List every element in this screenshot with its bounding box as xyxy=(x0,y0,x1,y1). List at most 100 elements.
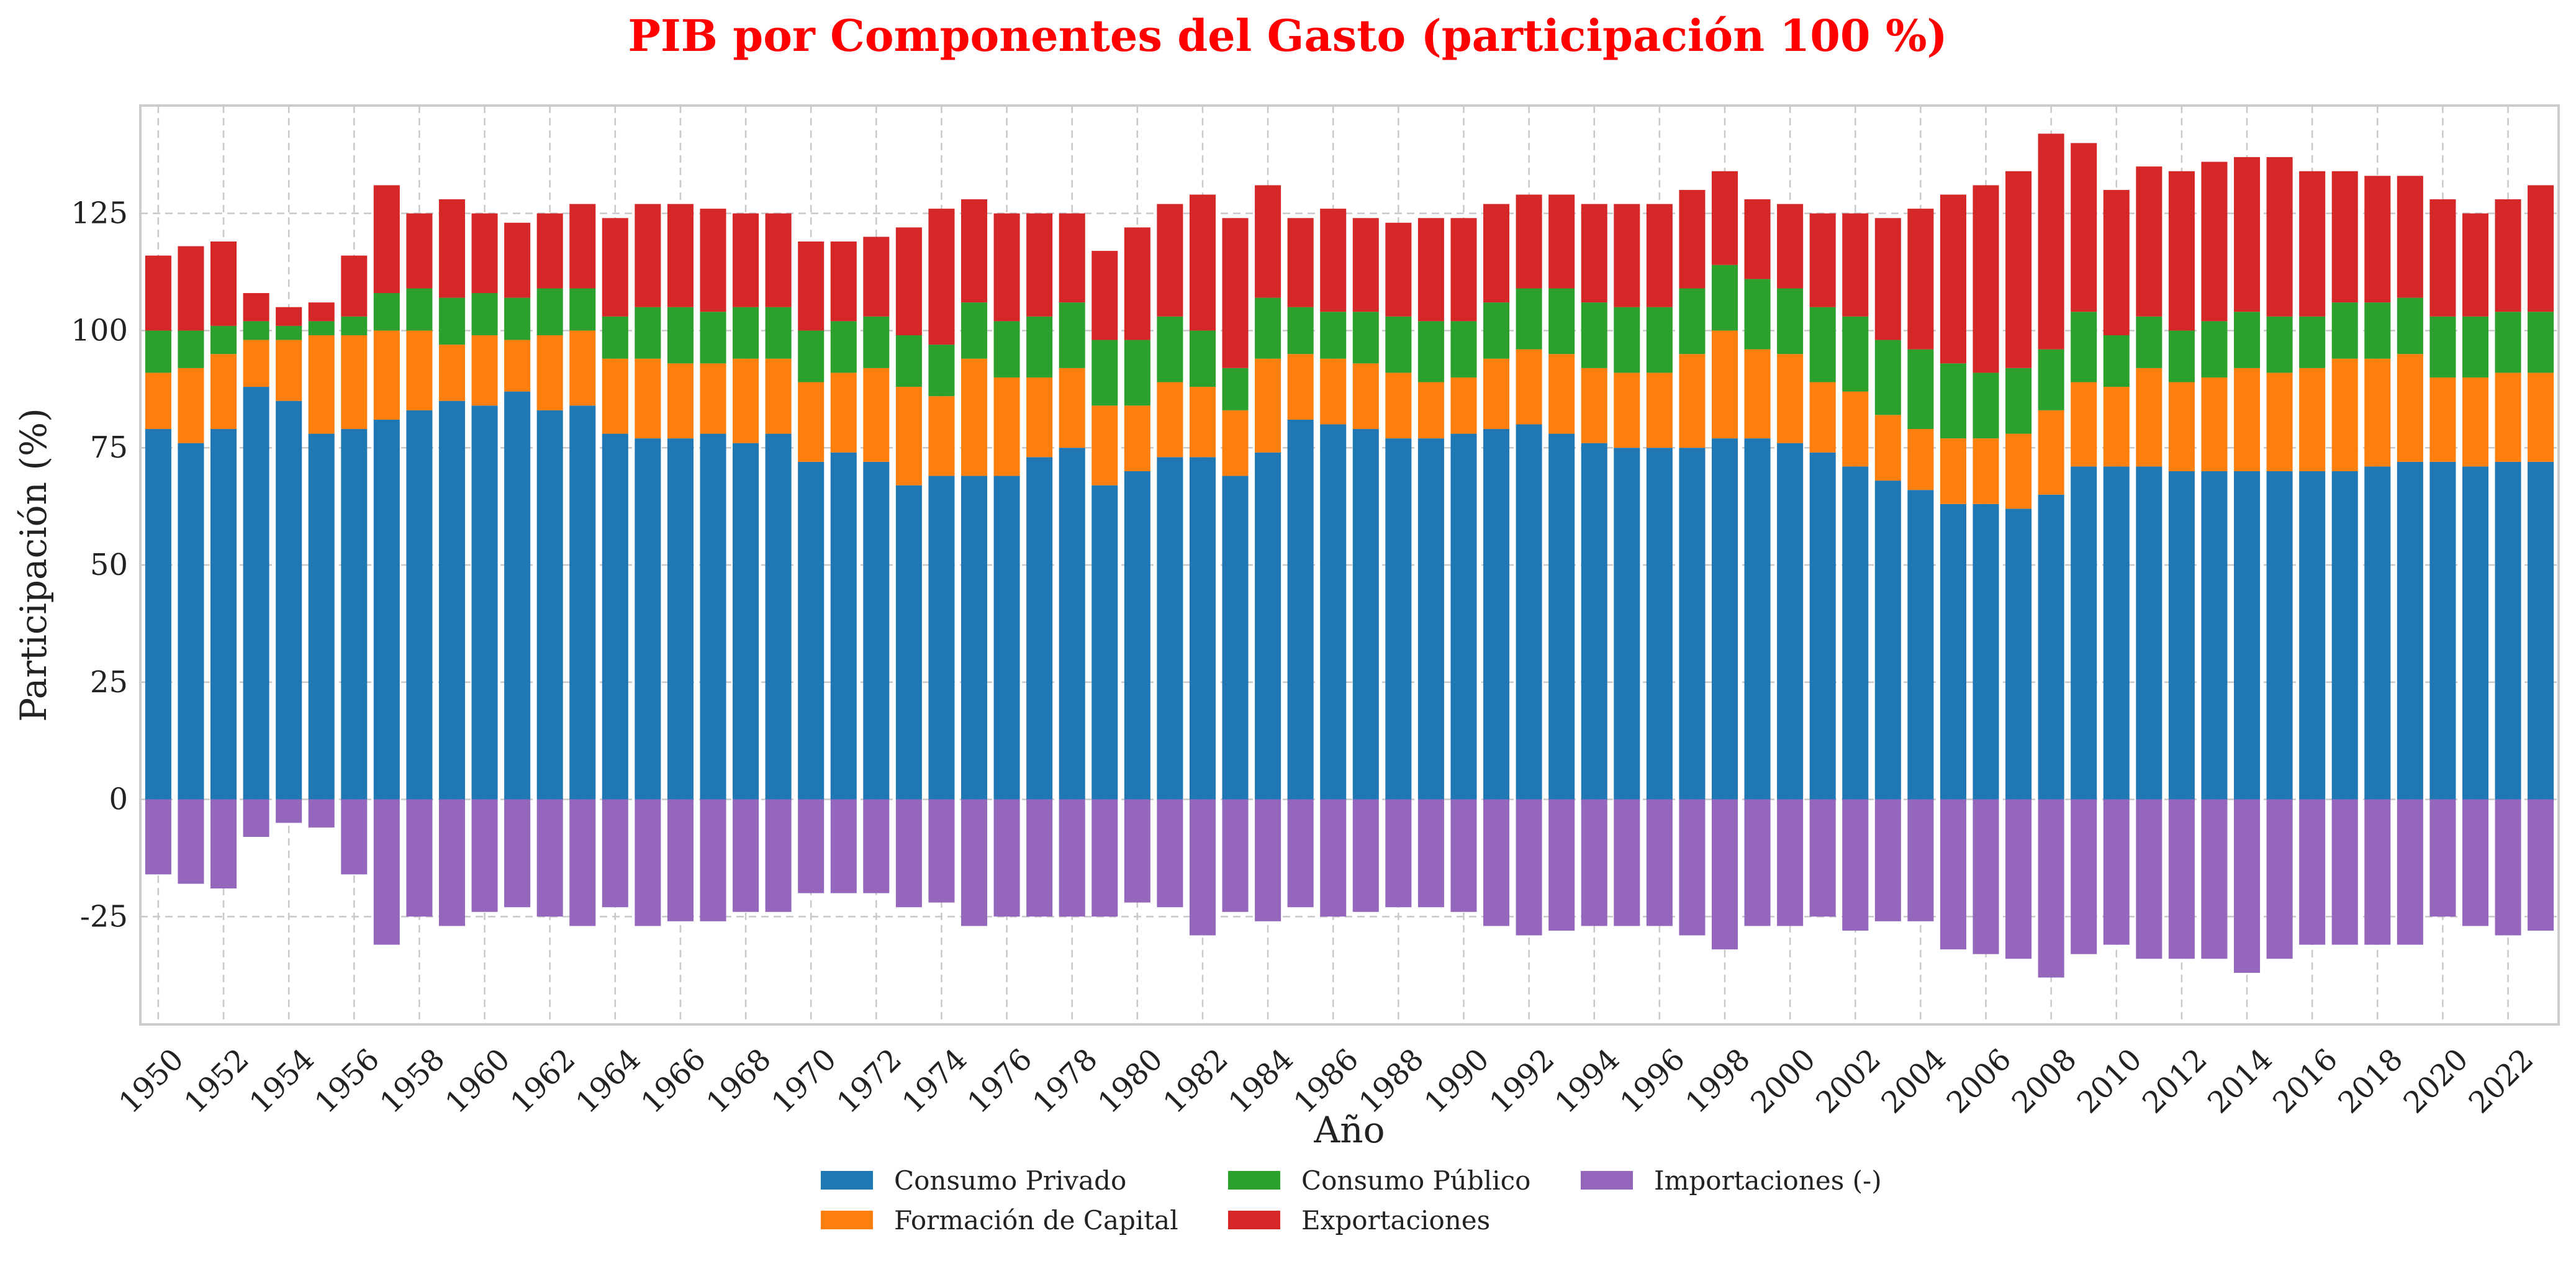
bar-segment xyxy=(700,209,726,312)
bar-segment xyxy=(1744,438,1771,800)
bar-segment xyxy=(700,799,726,921)
bar-segment xyxy=(1124,227,1150,340)
bar-segment xyxy=(2429,199,2456,317)
bar-segment xyxy=(1711,264,1738,331)
bar-segment xyxy=(569,405,596,800)
bar-segment xyxy=(1711,438,1738,800)
bar-segment xyxy=(1124,405,1150,471)
bar-segment xyxy=(1907,799,1934,921)
bar-segment xyxy=(2429,377,2456,462)
plot-frame xyxy=(139,104,2560,1026)
bar-segment xyxy=(1059,799,1085,917)
x-tick-label: 1960 xyxy=(439,1042,517,1120)
bar-segment xyxy=(1809,452,1836,800)
bar-segment xyxy=(145,799,171,875)
bar-segment xyxy=(700,433,726,800)
x-tick-label: 2000 xyxy=(1744,1042,1822,1120)
bar-segment xyxy=(960,476,988,800)
bar-segment xyxy=(2136,799,2162,959)
bar-segment xyxy=(798,241,825,331)
bar-segment xyxy=(1516,288,1542,350)
legend-label: Consumo Privado xyxy=(894,1165,1126,1196)
bar-segment xyxy=(2528,461,2554,800)
bar-segment xyxy=(1614,799,1640,926)
bar-segment xyxy=(1777,354,1804,443)
bar-segment xyxy=(1352,429,1379,800)
bar-segment xyxy=(145,255,171,331)
bar-segment xyxy=(765,307,792,359)
bar-segment xyxy=(798,330,825,382)
bar-segment xyxy=(2528,373,2554,462)
bar-segment xyxy=(1777,204,1804,289)
x-tick-label: 2014 xyxy=(2201,1042,2279,1120)
bar-segment xyxy=(993,476,1020,800)
bar-segment xyxy=(1352,312,1379,364)
bar-segment xyxy=(1614,448,1640,800)
bar-segment xyxy=(2136,368,2162,467)
bar-segment xyxy=(700,312,726,364)
bar-segment xyxy=(1189,799,1216,936)
bar-segment xyxy=(2299,471,2326,800)
bar-segment xyxy=(928,799,955,903)
bar-segment xyxy=(471,293,498,335)
bar-segment xyxy=(1222,368,1249,410)
bar-segment xyxy=(1157,799,1183,908)
bar-segment xyxy=(1483,429,1510,800)
bar-segment xyxy=(536,213,563,289)
bar-segment xyxy=(1385,373,1412,439)
bar-segment xyxy=(1973,373,1999,439)
bar-segment xyxy=(2495,461,2521,800)
legend-label: Consumo Público xyxy=(1301,1165,1530,1196)
bar-segment xyxy=(1483,358,1510,430)
bar-segment xyxy=(1874,415,1901,481)
x-tick-label: 2016 xyxy=(2266,1042,2344,1120)
bar-segment xyxy=(2364,799,2391,945)
bar-segment xyxy=(341,429,368,800)
x-tick-label: 1994 xyxy=(1548,1042,1627,1120)
bar-segment xyxy=(1026,799,1053,917)
bar-segment xyxy=(308,799,335,828)
bar-segment xyxy=(2462,799,2488,926)
bar-segment xyxy=(2364,358,2391,467)
bar-segment xyxy=(993,377,1020,476)
x-tick-label: 1978 xyxy=(1026,1042,1105,1120)
bar-segment xyxy=(1026,316,1053,377)
bar-segment xyxy=(1581,368,1607,443)
bar-segment xyxy=(438,400,466,800)
bar-segment xyxy=(798,799,825,893)
bar-segment xyxy=(438,297,466,345)
bars xyxy=(145,133,2554,978)
bar-segment xyxy=(830,373,857,453)
bar-segment xyxy=(2005,368,2032,434)
bar-segment xyxy=(2103,189,2130,335)
bar-segment xyxy=(1385,316,1412,373)
bar-segment xyxy=(1385,222,1412,317)
bar-segment xyxy=(406,213,433,289)
bar-segment xyxy=(1842,466,1869,800)
bar-segment xyxy=(993,321,1020,377)
bar-segment xyxy=(1222,218,1249,368)
bar-segment xyxy=(1352,363,1379,430)
bar-segment xyxy=(1189,194,1216,331)
legend-label: Exportaciones xyxy=(1301,1205,1490,1236)
bar-segment xyxy=(765,213,792,307)
x-tick-label: 2002 xyxy=(1809,1042,1887,1120)
bar-segment xyxy=(1091,251,1118,340)
bar-segment xyxy=(1842,316,1869,392)
bar-segment xyxy=(1679,448,1706,800)
bar-segment xyxy=(1744,279,1771,350)
bar-segment xyxy=(2266,799,2293,959)
bar-segment xyxy=(1940,799,1966,950)
bar-segment xyxy=(928,476,955,800)
bar-segment xyxy=(1940,194,1966,364)
bar-segment xyxy=(1091,485,1118,800)
bar-segment xyxy=(2038,133,2064,350)
bar-segment xyxy=(2462,316,2488,377)
bar-segment xyxy=(2103,335,2130,387)
bar-segment xyxy=(863,237,890,317)
bar-segment xyxy=(178,330,204,368)
bar-segment xyxy=(1352,799,1379,912)
bar-segment xyxy=(471,213,498,294)
x-tick-label: 2006 xyxy=(1940,1042,2018,1120)
bar-segment xyxy=(1646,204,1673,307)
